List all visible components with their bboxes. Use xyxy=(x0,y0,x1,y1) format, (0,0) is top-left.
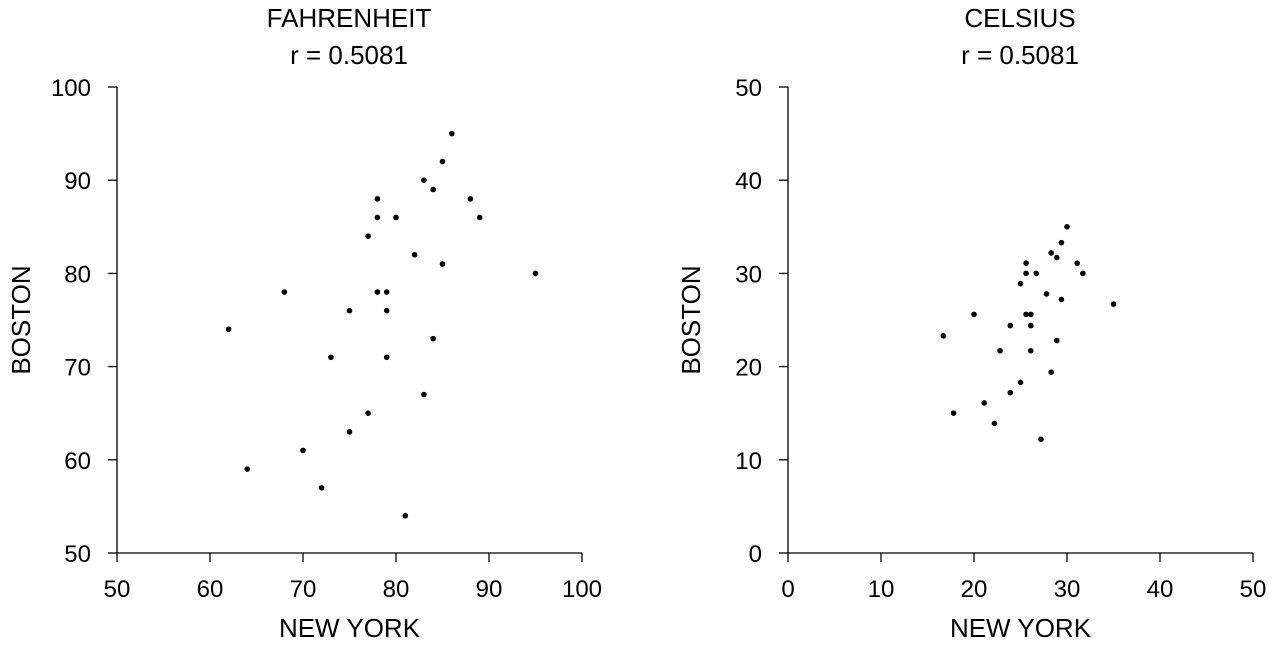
chart-2-y-tick-label: 0 xyxy=(749,541,762,568)
chart-1-data-point xyxy=(476,214,483,221)
chart-2-data-point xyxy=(1053,254,1060,261)
chart-1-data-point xyxy=(430,186,437,193)
chart-2-data-point xyxy=(1058,239,1065,246)
chart-1-x-tick-label: 60 xyxy=(197,576,224,603)
chart-2-data-point xyxy=(1048,250,1054,256)
chart-2-data-point xyxy=(1110,301,1117,307)
chart-1-x-tick-label: 100 xyxy=(562,576,602,603)
chart-1-panel: FAHRENHEIT r = 0.5081 50 60 70 80 90 100 50 60 70 8… xyxy=(6,3,602,643)
chart-2-data-point xyxy=(940,333,947,339)
chart-2-x-tick-label: 50 xyxy=(1240,576,1267,603)
chart-1-x-axis-label: NEW YORK xyxy=(279,613,421,643)
chart-1-y-tick-label: 50 xyxy=(64,541,91,568)
chart-2-x-tick-label: 20 xyxy=(961,576,988,603)
chart-1-data-point xyxy=(393,214,399,221)
chart-1-data-point xyxy=(346,307,353,314)
chart-1-data-point xyxy=(467,196,474,202)
chart-1-data-point xyxy=(439,261,446,267)
chart-1-x-tick-label: 70 xyxy=(290,576,317,603)
chart-2-x-axis-label: NEW YORK xyxy=(950,613,1092,643)
chart-1-data-point xyxy=(421,391,427,398)
chart-1-data-point xyxy=(430,335,437,342)
chart-2-data-point xyxy=(950,410,957,417)
chart-2-data-point xyxy=(1038,436,1044,443)
chart-1-data-point xyxy=(532,270,539,277)
chart-2-data-point xyxy=(1007,389,1014,396)
chart-1-y-tick-label: 90 xyxy=(64,168,91,195)
chart-2-data-point xyxy=(971,311,977,318)
chart-1-subtitle: r = 0.5081 xyxy=(290,40,408,70)
chart-1-data-point xyxy=(374,289,381,295)
chart-1-data-point xyxy=(421,177,427,183)
chart-2-data-point xyxy=(1007,322,1014,329)
chart-2-y-tick-label: 10 xyxy=(735,448,762,475)
chart-1-y-tick-label: 70 xyxy=(64,355,91,382)
chart-1-data-point xyxy=(402,512,409,519)
chart-1-x-tick-label: 50 xyxy=(104,576,131,603)
chart-2-data-point xyxy=(1048,369,1054,375)
chart-1-data-point xyxy=(439,158,446,165)
chart-2-data-point xyxy=(1027,347,1034,354)
chart-1-data-point xyxy=(300,447,306,454)
chart-2-data-point xyxy=(1043,291,1050,297)
chart-2-data-point xyxy=(991,420,998,427)
chart-2-data-point xyxy=(1064,224,1070,230)
chart-2-x-tick-label: 30 xyxy=(1054,576,1081,603)
chart-1-y-tick-label: 100 xyxy=(51,75,91,102)
chart-1-data-point xyxy=(318,484,325,491)
chart-1-y-tick-label: 60 xyxy=(64,448,91,475)
chart-2-panel: CELSIUS r = 0.5081 0 10 20 30 40 50 0 10 20 30 40 50 N… xyxy=(676,3,1266,643)
chart-2-title: CELSIUS xyxy=(964,3,1075,33)
chart-1-data-point xyxy=(383,289,390,295)
chart-2-data-point xyxy=(1033,270,1040,277)
chart-2-data-point xyxy=(1017,280,1024,287)
chart-2-data-point xyxy=(1053,337,1060,344)
chart-1-x-tick-label: 90 xyxy=(476,576,503,603)
chart-1-y-axis-label: BOSTON xyxy=(6,265,36,374)
chart-2-data-point xyxy=(1058,296,1065,303)
chart-2-subtitle: r = 0.5081 xyxy=(961,40,1079,70)
chart-2-data-point xyxy=(1080,270,1086,277)
chart-2-data-point xyxy=(1023,311,1029,318)
chart-1-data-point xyxy=(411,251,418,258)
chart-2-data-point xyxy=(1017,379,1024,386)
chart-2-y-tick-label: 30 xyxy=(735,261,762,288)
chart-2-y-tick-label: 20 xyxy=(735,355,762,382)
chart-2-x-tick-label: 40 xyxy=(1147,576,1174,603)
chart-1-data-point xyxy=(374,214,381,221)
chart-1-data-point xyxy=(374,196,381,202)
chart-1-data-point xyxy=(383,307,390,314)
chart-1-x-tick-label: 80 xyxy=(383,576,410,603)
chart-1-y-tick-label: 80 xyxy=(64,261,91,288)
chart-2-data-point xyxy=(1074,260,1081,266)
chart-1-data-point xyxy=(328,354,334,361)
chart-1-data-point xyxy=(244,466,250,472)
chart-2-y-tick-label: 50 xyxy=(735,75,762,102)
chart-2-y-tick-label: 40 xyxy=(735,168,762,195)
chart-2-data-point xyxy=(981,400,988,406)
chart-1-title: FAHRENHEIT xyxy=(267,3,432,33)
chart-2-data-point xyxy=(997,347,1003,354)
chart-1-data-point xyxy=(383,354,390,361)
chart-1-data-point xyxy=(449,130,455,137)
chart-2-data-point xyxy=(1023,270,1029,277)
chart-1-data-point xyxy=(365,233,371,239)
chart-1-data-point xyxy=(225,326,232,333)
chart-2-x-tick-label: 0 xyxy=(781,576,794,603)
chart-2-data-point xyxy=(1023,260,1029,266)
chart-2-data-point xyxy=(1027,322,1034,329)
chart-1-data-point xyxy=(281,289,288,295)
chart-1-data-point xyxy=(365,410,371,417)
chart-2-y-axis-label: BOSTON xyxy=(676,265,706,374)
chart-2-data-point xyxy=(1027,311,1034,318)
chart-1-data-point xyxy=(346,429,353,435)
chart-2-x-tick-label: 10 xyxy=(868,576,895,603)
